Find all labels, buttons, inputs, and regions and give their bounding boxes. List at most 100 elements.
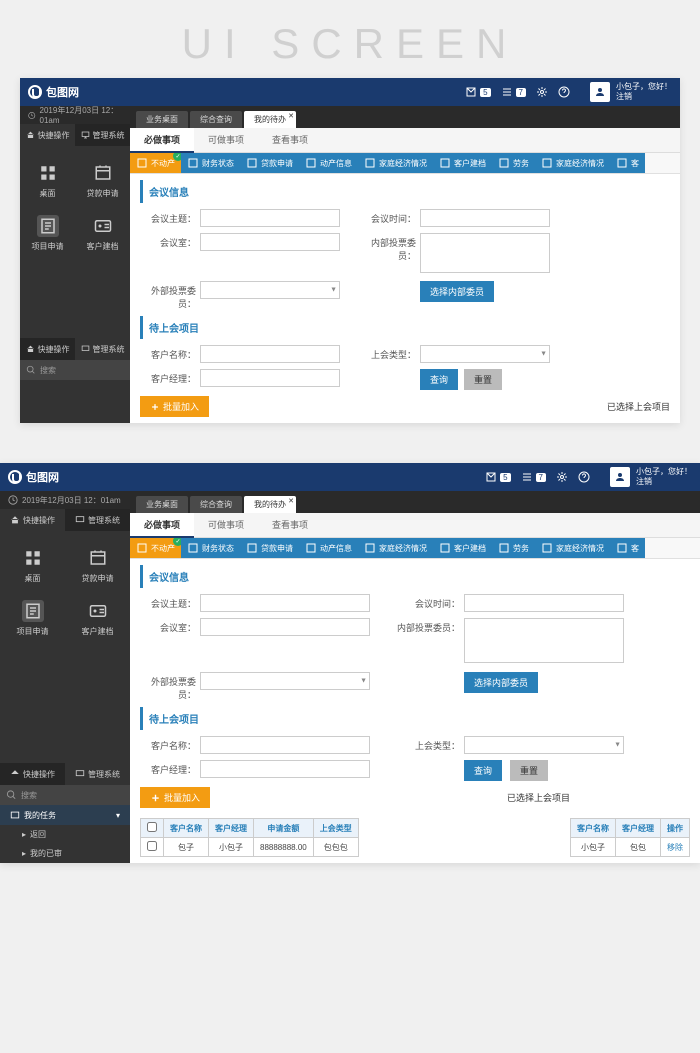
query-button[interactable]: 查询 (464, 760, 502, 781)
ribbon-item-0[interactable]: 不动产✓ (130, 538, 181, 558)
checkbox-all[interactable] (147, 822, 157, 832)
tree-item-back[interactable]: ▸返回 (0, 825, 130, 844)
input-manager[interactable] (200, 369, 340, 387)
search-row[interactable]: 搜索 (20, 360, 130, 380)
user-box[interactable]: 小包子，您好！ 注销 (590, 82, 672, 103)
input-room[interactable] (200, 233, 340, 251)
sub-tab-view[interactable]: 查看事项 (258, 128, 322, 152)
ribbon-item-5[interactable]: 客户建档 (433, 153, 492, 173)
batch-add-button[interactable]: 批量加入 (140, 396, 209, 417)
ribbon-item-0[interactable]: 不动产✓ (130, 153, 181, 173)
sub-tab-can[interactable]: 可做事项 (194, 128, 258, 152)
input-customer[interactable] (200, 345, 340, 363)
label-internal: 内部投票委员： (360, 233, 416, 262)
input-customer[interactable] (200, 736, 370, 754)
input-type[interactable] (420, 345, 550, 363)
checkbox-row[interactable] (147, 841, 157, 851)
sidebar-bottom-tab-system[interactable]: 管理系统 (65, 763, 130, 785)
list-icon[interactable]: 7 (501, 86, 526, 98)
ribbon-item-1[interactable]: 财务状态 (181, 153, 240, 173)
gear-icon[interactable] (536, 86, 548, 98)
ribbon-item-3[interactable]: 动产信息 (299, 153, 358, 173)
gear-icon[interactable] (556, 471, 568, 483)
query-button[interactable]: 查询 (420, 369, 458, 390)
ribbon-item-6[interactable]: 劳务 (492, 538, 535, 558)
sidebar-tab-system[interactable]: 管理系统 (65, 509, 130, 531)
label-time: 会议时间： (390, 594, 460, 610)
input-type[interactable] (464, 736, 624, 754)
reset-button[interactable]: 重置 (464, 369, 502, 390)
top-tab-query[interactable]: 综合查询 (190, 111, 242, 128)
sidebar-item-desktop[interactable]: 桌面 (0, 539, 65, 592)
top-tab-todo[interactable]: 我的待办 ✕ (244, 111, 296, 128)
sidebar-item-customer[interactable]: 客户建档 (65, 592, 130, 645)
input-subject[interactable] (200, 209, 340, 227)
ribbon-item-1[interactable]: 财务状态 (181, 538, 240, 558)
logo-icon (28, 85, 42, 99)
mail-icon[interactable]: 5 (465, 86, 490, 98)
input-time[interactable] (464, 594, 624, 612)
sidebar-tab-quick[interactable]: 快捷操作 (0, 509, 65, 531)
textarea-internal[interactable] (464, 618, 624, 663)
close-icon[interactable]: ✕ (288, 497, 294, 505)
input-subject[interactable] (200, 594, 370, 612)
ribbon-item-4[interactable]: 家庭经济情况 (358, 153, 433, 173)
top-tab-todo[interactable]: 我的待办 ✕ (244, 496, 296, 513)
sidebar-bottom-tab-quick[interactable]: 快捷操作 (0, 763, 65, 785)
tree-item-tasks[interactable]: 我的任务 ▾ (0, 805, 130, 825)
ribbon-item-7[interactable]: 家庭经济情况 (535, 538, 610, 558)
ribbon-item-4[interactable]: 家庭经济情况 (358, 538, 433, 558)
logo[interactable]: 包图网 (8, 469, 59, 485)
sub-tab-must[interactable]: 必做事项 (130, 513, 194, 538)
sidebar-item-customer[interactable]: 客户建档 (75, 207, 130, 260)
sub-tab-can[interactable]: 可做事项 (194, 513, 258, 537)
mail-icon[interactable]: 5 (485, 471, 510, 483)
sidebar-item-project[interactable]: 项目申请 (20, 207, 75, 260)
sidebar-tab-system[interactable]: 管理系统 (75, 124, 130, 146)
ribbon-item-5[interactable]: 客户建档 (433, 538, 492, 558)
logo[interactable]: 包图网 (28, 84, 79, 100)
sidebar-bottom-tab-system[interactable]: 管理系统 (75, 338, 130, 360)
help-icon[interactable] (558, 86, 570, 98)
sidebar-item-desktop[interactable]: 桌面 (20, 154, 75, 207)
ribbon-item-2[interactable]: 贷款申请 (240, 153, 299, 173)
sidebar-item-loan[interactable]: 贷款申请 (75, 154, 130, 207)
sub-tab-must[interactable]: 必做事项 (130, 128, 194, 153)
ribbon-item-3[interactable]: 动产信息 (299, 538, 358, 558)
ribbon-item-8[interactable]: 客 (610, 153, 645, 173)
list-icon[interactable]: 7 (521, 471, 546, 483)
input-time[interactable] (420, 209, 550, 227)
ribbon-item-8[interactable]: 客 (610, 538, 645, 558)
sidebar-bottom-tab-quick[interactable]: 快捷操作 (20, 338, 75, 360)
reset-button[interactable]: 重置 (510, 760, 548, 781)
ribbon-item-7[interactable]: 家庭经济情况 (535, 153, 610, 173)
ribbon-icon (136, 542, 148, 554)
search-row[interactable]: 搜索 (0, 785, 130, 805)
action-link[interactable]: 移除 (667, 843, 683, 852)
select-internal-button[interactable]: 选择内部委员 (420, 281, 494, 302)
sidebar-item-loan[interactable]: 贷款申请 (65, 539, 130, 592)
batch-add-button[interactable]: 批量加入 (140, 787, 210, 808)
close-icon[interactable]: ✕ (288, 112, 294, 120)
ribbon-item-2[interactable]: 贷款申请 (240, 538, 299, 558)
top-tab-desktop[interactable]: 业务桌面 (136, 496, 188, 513)
input-room[interactable] (200, 618, 370, 636)
sidebar-tab-quick[interactable]: 快捷操作 (20, 124, 75, 146)
textarea-internal[interactable] (420, 233, 550, 273)
user-box[interactable]: 小包子，您好！ 注销 (610, 467, 692, 488)
top-tab-query[interactable]: 综合查询 (190, 496, 242, 513)
ribbon-icon (305, 542, 317, 554)
section-meeting-title: 会议信息 (140, 180, 670, 203)
top-tab-desktop[interactable]: 业务桌面 (136, 111, 188, 128)
sidebar-item-project[interactable]: 项目申请 (0, 592, 65, 645)
help-icon[interactable] (578, 471, 590, 483)
sub-tab-view[interactable]: 查看事项 (258, 513, 322, 537)
ribbon-item-6[interactable]: 劳务 (492, 153, 535, 173)
ribbon-icon (498, 157, 510, 169)
header-icons: 5 7 小包子，您好！ 注销 (465, 82, 672, 103)
input-manager[interactable] (200, 760, 370, 778)
input-external[interactable] (200, 672, 370, 690)
input-external[interactable] (200, 281, 340, 299)
tree-item-reviewed[interactable]: ▸我的已审 (0, 844, 130, 863)
select-internal-button[interactable]: 选择内部委员 (464, 672, 538, 693)
